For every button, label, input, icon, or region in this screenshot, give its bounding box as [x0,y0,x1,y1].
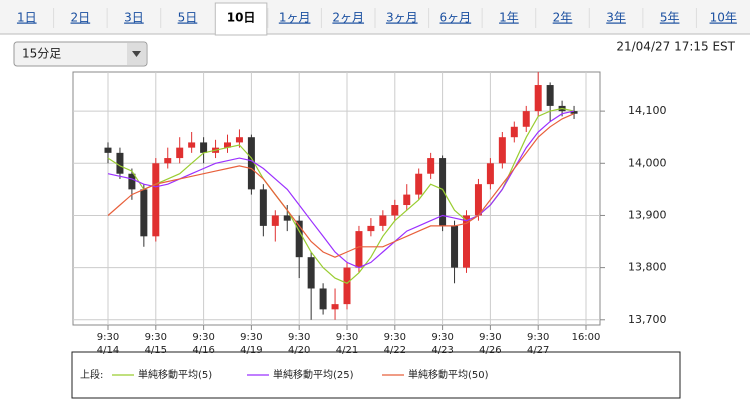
legend-label: 単純移動平均(5) [138,368,212,381]
candle-body [319,288,327,310]
ma-line [107,110,575,269]
dropdown[interactable] [13,41,148,67]
x-tick-time: 9:30 [479,332,501,343]
x-tick-date: 4/19 [240,345,262,356]
tab[interactable]: 1日 [17,11,37,25]
tab[interactable]: 2日 [71,11,91,25]
candle-body [152,163,160,237]
candle-body [510,126,518,138]
x-tick-date: 4/26 [479,345,501,356]
y-tick-label: 14,100 [628,104,667,117]
y-tick-label: 13,900 [628,208,667,221]
plot-area [72,71,601,326]
tab[interactable]: 10日 [227,11,256,25]
dropdown-label: 15分足 [22,47,61,61]
candle-body [379,215,387,226]
y-tick-label: 13,700 [628,313,667,326]
tab-active [214,2,268,36]
tab[interactable]: 3年 [606,11,626,25]
candle-body [486,163,494,185]
dropdown-arrow [132,51,141,57]
candle-body [224,142,231,148]
tab[interactable]: 3日 [124,11,144,25]
x-tick-date: 4/22 [384,345,406,356]
y-tick-label: 14,000 [628,156,667,169]
tab[interactable]: 6ヶ月 [440,11,472,25]
candle-body [247,137,255,190]
tab[interactable]: 5日 [178,11,198,25]
x-tick-time: 9:30 [431,332,453,343]
candle-body [271,215,279,226]
candle-body [451,225,459,268]
x-tick-time: 9:30 [336,332,358,343]
timestamp: 21/04/27 17:15 EST [616,40,735,54]
candle-body [391,205,399,216]
candle-body [200,142,208,153]
tab[interactable]: 1ヶ月 [279,11,311,25]
x-tick-time: 9:30 [192,332,214,343]
candle-body [164,158,172,164]
candle-body [439,158,447,226]
candle-body [235,137,243,143]
candle-body [116,152,124,174]
y-tick-label: 13,800 [628,261,667,274]
legend-box [71,351,681,399]
candle-body [534,85,542,112]
x-tick-date: 4/27 [527,345,549,356]
x-tick-time: 16:00 [572,332,601,343]
tab[interactable]: 3ヶ月 [386,11,418,25]
x-tick-time: 9:30 [97,332,119,343]
candle-body [283,215,291,221]
x-tick-time: 9:30 [240,332,262,343]
candle-body [140,189,148,237]
candle-body [427,158,435,174]
tab[interactable]: 5年 [660,11,680,25]
candle-body [343,267,351,305]
legend-prefix: 上段: [80,368,103,381]
candle-body [259,189,267,226]
candle-body [522,111,530,127]
x-tick-time: 9:30 [384,332,406,343]
candle-body [474,184,482,216]
x-tick-date: 4/15 [145,345,167,356]
tab[interactable]: 2年 [553,11,573,25]
x-tick-time: 9:30 [288,332,310,343]
x-tick-date: 4/14 [97,345,119,356]
legend-label: 単純移動平均(25) [273,368,354,381]
candle-body [331,304,339,310]
candle-body [176,147,184,159]
candle-body [463,215,470,268]
x-tick-date: 4/16 [192,345,214,356]
tab[interactable]: 1年 [499,11,519,25]
legend-label: 単純移動平均(50) [408,368,489,381]
x-tick-time: 9:30 [527,332,549,343]
candle-body [546,85,554,106]
candle-body [128,173,136,190]
x-tick-date: 4/21 [336,345,358,356]
tab[interactable]: 10年 [710,11,737,25]
candle-body [415,173,423,195]
candle-body [403,194,411,206]
x-tick-time: 9:30 [145,332,167,343]
candle-body [104,147,112,153]
ma-line [107,113,575,258]
x-tick-date: 4/23 [431,345,453,356]
candle-body [355,231,363,268]
candle-body [498,137,506,164]
x-tick-date: 4/20 [288,345,310,356]
tab[interactable]: 2ヶ月 [332,11,364,25]
candle-body [188,142,196,148]
candle-body [367,225,375,232]
candle-body [307,257,315,289]
candle-body [295,220,303,258]
candle-body [570,111,578,114]
